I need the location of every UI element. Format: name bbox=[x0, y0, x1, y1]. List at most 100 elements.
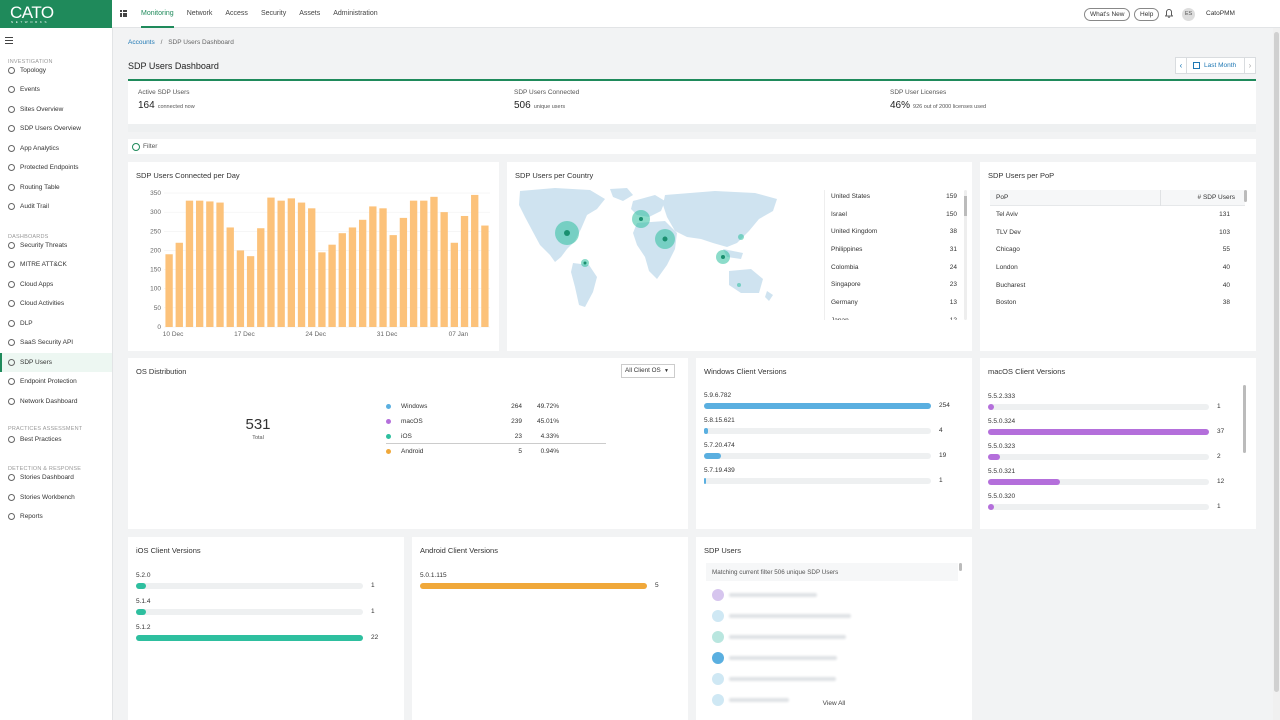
pop-scrollbar[interactable] bbox=[1244, 190, 1247, 202]
sdp-users-scrollbar[interactable] bbox=[959, 563, 962, 571]
account-name[interactable]: CatoPMM bbox=[1206, 10, 1235, 17]
country-row[interactable]: Colombia 24 bbox=[825, 261, 964, 279]
sidebar-item-routing-table[interactable]: Routing Table bbox=[0, 178, 112, 197]
nav-administration[interactable]: Administration bbox=[333, 10, 378, 17]
bar[interactable] bbox=[297, 202, 306, 327]
bar[interactable] bbox=[420, 200, 428, 327]
sidebar-item-sites-overview[interactable]: Sites Overview bbox=[0, 100, 112, 119]
hamburger-icon[interactable] bbox=[5, 37, 13, 46]
bar[interactable] bbox=[471, 194, 479, 327]
sdp-user-row[interactable] bbox=[712, 608, 952, 629]
version-bar-track[interactable] bbox=[136, 635, 363, 641]
version-bar-track[interactable] bbox=[704, 428, 931, 434]
sidebar-item-best-practices[interactable]: Best Practices bbox=[0, 430, 112, 449]
pop-row[interactable]: Tel Aviv 131 bbox=[990, 208, 1245, 226]
bar[interactable] bbox=[216, 202, 224, 327]
bar[interactable] bbox=[175, 242, 183, 327]
version-bar-track[interactable] bbox=[136, 609, 363, 615]
os-legend-row[interactable]: macOS 239 45.01% bbox=[386, 414, 606, 429]
version-bar-track[interactable] bbox=[704, 403, 931, 409]
filter-button[interactable]: Filter bbox=[128, 139, 1256, 154]
sidebar-item-sdp-users-overview[interactable]: SDP Users Overview bbox=[0, 119, 112, 138]
macos-scrollbar[interactable] bbox=[1243, 385, 1246, 453]
sidebar-item-events[interactable]: Events bbox=[0, 80, 112, 99]
bar[interactable] bbox=[358, 219, 367, 327]
pop-row[interactable]: Bucharest 40 bbox=[990, 279, 1245, 297]
bar[interactable] bbox=[165, 254, 173, 327]
nav-security[interactable]: Security bbox=[260, 10, 287, 17]
sidebar-item-stories-dashboard[interactable]: Stories Dashboard bbox=[0, 468, 112, 487]
cato-logo[interactable]: CATO NETWORKS bbox=[0, 0, 112, 28]
sidebar-item-endpoint-protection[interactable]: Endpoint Protection bbox=[0, 372, 112, 391]
version-bar-track[interactable] bbox=[704, 478, 931, 484]
sdp-user-row[interactable] bbox=[712, 629, 952, 650]
bar[interactable] bbox=[185, 200, 194, 327]
sidebar-item-dlp[interactable]: DLP bbox=[0, 314, 112, 333]
bar[interactable] bbox=[450, 242, 459, 327]
bar[interactable] bbox=[318, 252, 326, 327]
bar[interactable] bbox=[399, 217, 408, 327]
os-legend-row[interactable]: Windows 264 49.72% bbox=[386, 399, 606, 414]
client-os-select[interactable]: All Client OS ▼ bbox=[621, 364, 675, 378]
sidebar-item-cloud-apps[interactable]: Cloud Apps bbox=[0, 275, 112, 294]
bar[interactable] bbox=[287, 198, 296, 327]
version-bar-track[interactable] bbox=[420, 583, 647, 589]
version-bar-track[interactable] bbox=[988, 404, 1209, 410]
view-all-link[interactable]: View All bbox=[822, 700, 846, 707]
bar[interactable] bbox=[236, 250, 245, 327]
country-scrollbar[interactable] bbox=[964, 190, 967, 320]
bar[interactable] bbox=[257, 228, 265, 327]
bar[interactable] bbox=[195, 200, 204, 327]
bar[interactable] bbox=[348, 227, 357, 327]
country-row[interactable]: United Kingdom 38 bbox=[825, 225, 964, 243]
bar[interactable] bbox=[338, 233, 346, 327]
version-bar-track[interactable] bbox=[988, 429, 1209, 435]
bar[interactable] bbox=[389, 235, 397, 327]
country-row[interactable]: Philippines 31 bbox=[825, 243, 964, 261]
page-scrollbar[interactable] bbox=[1273, 28, 1280, 720]
version-bar-track[interactable] bbox=[988, 479, 1209, 485]
version-bar-track[interactable] bbox=[704, 453, 931, 459]
version-bar-track[interactable] bbox=[988, 504, 1209, 510]
sidebar-item-audit-trail[interactable]: Audit Trail bbox=[0, 197, 112, 216]
os-legend-row[interactable]: iOS 23 4.33% bbox=[386, 429, 606, 444]
bar[interactable] bbox=[308, 208, 316, 327]
pop-count-col-header[interactable]: # SDP Users bbox=[1197, 194, 1235, 201]
pop-col-header[interactable]: PoP bbox=[996, 194, 1009, 201]
bar[interactable] bbox=[379, 208, 387, 327]
pop-row[interactable]: London 40 bbox=[990, 261, 1245, 279]
bar[interactable] bbox=[206, 201, 214, 327]
pop-row[interactable]: Chicago 55 bbox=[990, 243, 1245, 261]
os-legend-row[interactable]: Android 5 0.94% bbox=[386, 444, 606, 459]
sidebar-item-app-analytics[interactable]: App Analytics bbox=[0, 139, 112, 158]
sidebar-item-reports[interactable]: Reports bbox=[0, 507, 112, 526]
avatar[interactable]: ES bbox=[1182, 8, 1195, 21]
bar[interactable] bbox=[246, 256, 255, 327]
country-row[interactable]: United States 159 bbox=[825, 190, 964, 208]
pop-row[interactable]: TLV Dev 103 bbox=[990, 226, 1245, 244]
app-grid-icon[interactable] bbox=[120, 10, 127, 17]
bar[interactable] bbox=[460, 215, 469, 327]
date-range-button[interactable]: Last Month bbox=[1186, 58, 1245, 73]
country-row[interactable]: Singapore 23 bbox=[825, 278, 964, 296]
sidebar-item-protected-endpoints[interactable]: Protected Endpoints bbox=[0, 158, 112, 177]
bar[interactable] bbox=[409, 200, 418, 327]
breadcrumb-accounts[interactable]: Accounts bbox=[128, 39, 155, 46]
bar[interactable] bbox=[430, 196, 438, 327]
bar[interactable] bbox=[369, 206, 377, 327]
sidebar-item-cloud-activities[interactable]: Cloud Activities bbox=[0, 294, 112, 313]
sidebar-item-security-threats[interactable]: Security Threats bbox=[0, 236, 112, 255]
sdp-user-row[interactable] bbox=[712, 587, 952, 608]
country-row[interactable]: Japan 12 bbox=[825, 314, 964, 320]
country-row[interactable]: Germany 13 bbox=[825, 296, 964, 314]
bell-icon[interactable] bbox=[1165, 9, 1173, 18]
sdp-user-row[interactable] bbox=[712, 671, 952, 692]
bar[interactable] bbox=[226, 227, 234, 327]
sidebar-item-stories-workbench[interactable]: Stories Workbench bbox=[0, 488, 112, 507]
sidebar-item-sdp-users[interactable]: SDP Users bbox=[0, 352, 112, 372]
sidebar-item-mitre-att-ck[interactable]: MITRE ATT&CK bbox=[0, 255, 112, 274]
horizontal-scrollbar[interactable] bbox=[128, 124, 1256, 132]
bar[interactable] bbox=[328, 244, 336, 327]
sdp-user-row[interactable] bbox=[712, 692, 952, 713]
nav-monitoring[interactable]: Monitoring bbox=[141, 0, 174, 28]
